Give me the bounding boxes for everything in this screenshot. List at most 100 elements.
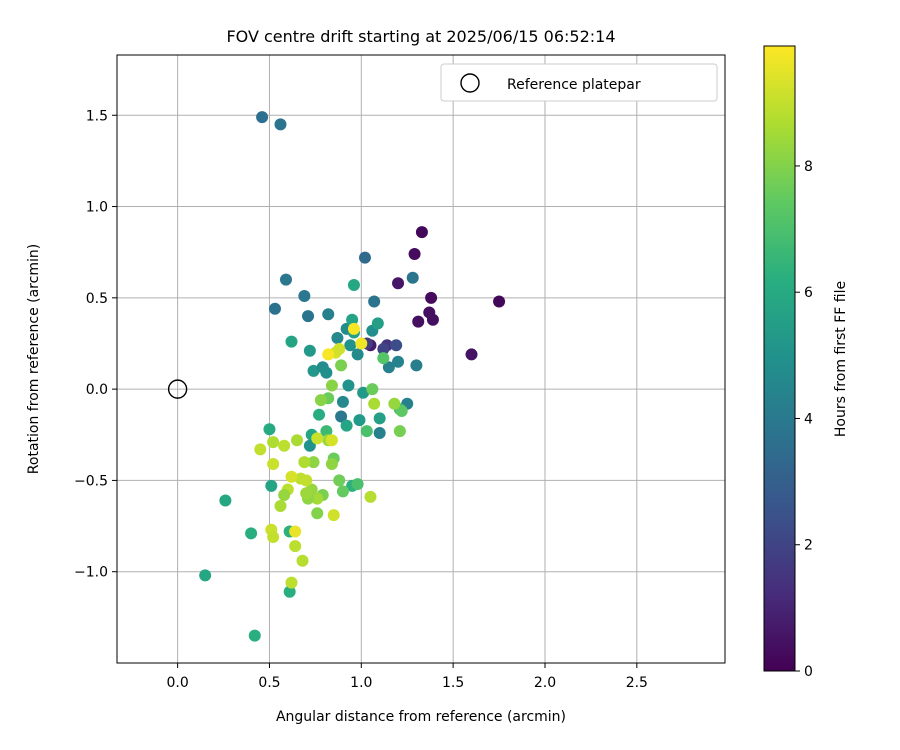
x-tick-label: 2.0 — [534, 675, 556, 691]
x-tick-label: 0.5 — [258, 675, 280, 691]
data-point — [392, 355, 405, 368]
colorbar-label: Hours from first FF file — [833, 281, 849, 437]
data-point — [493, 295, 506, 308]
data-point — [342, 379, 355, 392]
data-point — [320, 366, 333, 379]
data-point — [274, 118, 287, 131]
data-point — [298, 456, 311, 469]
data-point — [285, 576, 298, 589]
legend-box — [440, 63, 718, 102]
data-point — [325, 379, 338, 392]
x-axis-label: Angular distance from reference (arcmin) — [276, 709, 566, 725]
colorbar-tick-label: 0 — [804, 664, 813, 680]
data-point — [392, 277, 405, 290]
y-tick-label: −0.5 — [74, 473, 108, 489]
data-point — [303, 344, 316, 357]
data-point — [283, 585, 296, 598]
x-tick-label: 0.0 — [166, 675, 188, 691]
data-point — [278, 489, 291, 502]
data-point — [412, 315, 425, 328]
data-point — [355, 337, 368, 350]
colorbar-tick-label: 6 — [804, 285, 813, 301]
data-point — [199, 569, 212, 582]
data-point — [274, 499, 287, 512]
data-points — [199, 111, 506, 642]
data-point — [314, 394, 327, 407]
colorbar-tick-label: 8 — [804, 159, 813, 175]
data-point — [395, 405, 408, 418]
data-point — [298, 290, 311, 303]
data-point — [415, 226, 428, 239]
data-point — [322, 348, 335, 361]
data-point — [360, 425, 373, 438]
data-point — [388, 397, 401, 410]
data-point — [268, 302, 281, 315]
data-point — [377, 342, 390, 355]
data-point — [263, 423, 276, 436]
data-point — [340, 419, 353, 432]
data-point — [267, 436, 280, 449]
data-point — [307, 456, 320, 469]
data-point — [300, 487, 313, 500]
y-tick-label: 1.0 — [86, 200, 108, 216]
data-point — [357, 386, 370, 399]
data-point — [313, 408, 326, 421]
y-axis-ticks: −1.0 −0.5 0.0 0.5 1.0 1.5 — [74, 108, 117, 581]
data-point — [371, 317, 384, 330]
plot-background — [117, 55, 725, 663]
colorbar-ticks: 0 2 4 6 8 — [795, 159, 813, 680]
data-point — [364, 490, 377, 503]
legend-entry: Reference platepar — [507, 77, 641, 93]
data-point — [351, 348, 364, 361]
data-point — [325, 457, 338, 470]
data-point — [245, 527, 258, 540]
data-point — [393, 425, 406, 438]
y-tick-label: 0.0 — [86, 382, 108, 398]
data-point — [325, 434, 338, 447]
data-point — [333, 342, 346, 355]
data-point — [267, 457, 280, 470]
data-point — [327, 509, 340, 522]
data-point — [279, 273, 292, 286]
data-point — [335, 359, 348, 372]
colorbar: 0 2 4 6 8 Hours from first FF file — [763, 45, 849, 680]
legend-marker-icon — [460, 73, 480, 93]
x-axis-ticks: 0.0 0.5 1.0 1.5 2.0 2.5 — [166, 663, 648, 691]
data-point — [289, 540, 302, 553]
data-point — [265, 479, 278, 492]
data-point — [377, 352, 390, 365]
data-point — [267, 531, 280, 544]
data-point — [256, 111, 269, 124]
data-point — [296, 554, 309, 567]
x-tick-label: 1.0 — [350, 675, 372, 691]
data-point — [248, 629, 261, 642]
data-point — [426, 313, 439, 326]
y-axis-label: Rotation from reference (arcmin) — [26, 244, 42, 474]
data-point — [346, 313, 359, 326]
data-point — [285, 335, 298, 348]
data-point — [358, 251, 371, 264]
data-point — [373, 426, 386, 439]
data-point — [425, 291, 438, 304]
data-point — [300, 474, 313, 487]
x-tick-label: 2.5 — [626, 675, 648, 691]
data-point — [336, 395, 349, 408]
data-point — [219, 494, 232, 507]
plot-area: 0.0 0.5 1.0 1.5 2.0 2.5 −1.0 −0.5 0.0 0.5 1.0 1.5 — [74, 54, 726, 691]
data-point — [351, 478, 364, 491]
y-tick-label: 0.5 — [86, 291, 108, 307]
data-point — [344, 339, 357, 352]
data-point — [302, 310, 315, 323]
data-point — [336, 485, 349, 498]
legend: Reference platepar — [440, 63, 718, 102]
data-point — [335, 410, 348, 423]
data-point — [331, 332, 344, 345]
data-point — [333, 474, 346, 487]
data-point — [368, 295, 381, 308]
data-point — [347, 322, 360, 335]
data-point — [322, 308, 335, 321]
data-point — [285, 470, 298, 483]
data-point — [289, 525, 302, 538]
data-point — [311, 492, 324, 505]
